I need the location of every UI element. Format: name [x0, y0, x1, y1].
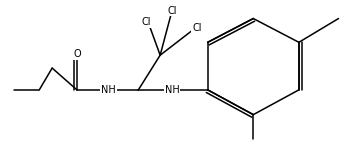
Text: Cl: Cl	[142, 17, 151, 28]
Text: Cl: Cl	[192, 23, 201, 33]
Text: O: O	[73, 49, 81, 59]
Text: NH: NH	[101, 85, 116, 95]
Text: Cl: Cl	[167, 6, 177, 16]
Text: NH: NH	[165, 85, 179, 95]
